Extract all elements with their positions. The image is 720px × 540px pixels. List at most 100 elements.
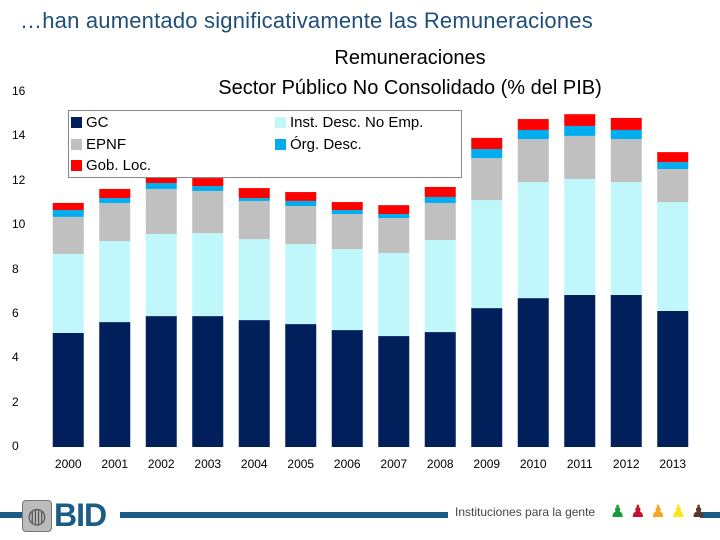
bar-segment-2003-3 <box>192 186 224 191</box>
x-tick-label: 2008 <box>426 457 454 471</box>
footer-tagline: Instituciones para la gente <box>455 505 596 519</box>
x-tick-label: 2004 <box>240 457 268 471</box>
bar-segment-2011-2 <box>564 135 596 179</box>
bar-segment-2008-0 <box>424 332 456 447</box>
legend-item-epnf: EPNF <box>71 136 126 153</box>
bar-segment-2006-1 <box>331 249 363 331</box>
legend-label: EPNF <box>86 136 127 153</box>
bar-segment-2003-2 <box>192 190 224 234</box>
bar-segment-2002-3 <box>145 182 177 189</box>
bar-segment-2002-4 <box>145 174 177 183</box>
y-tick-label: 6 <box>12 305 19 320</box>
bar-segment-2001-1 <box>99 241 131 323</box>
bar-segment-2010-1 <box>517 182 549 299</box>
x-tick-label: 2003 <box>194 457 222 471</box>
legend-label: Inst. Desc. No Emp. <box>290 114 424 131</box>
x-tick-label: 2010 <box>519 457 547 471</box>
x-tick-label: 2009 <box>473 457 501 471</box>
y-tick-label: 0 <box>12 439 19 453</box>
bar-segment-2006-2 <box>331 214 363 250</box>
person-icon: ♟ <box>650 502 666 521</box>
bar-segment-2002-2 <box>145 188 177 234</box>
x-tick-label: 2013 <box>659 457 687 471</box>
footer-divider <box>700 512 720 518</box>
bar-segment-2012-3 <box>610 129 642 140</box>
bar-segment-2004-4 <box>238 188 270 199</box>
bar-segment-2007-3 <box>378 214 410 219</box>
person-icon: ♟ <box>610 502 626 521</box>
x-tick-label: 2001 <box>101 457 129 471</box>
legend-item-inst-desc: Inst. Desc. No Emp. <box>275 114 423 131</box>
people-icons: ♟ ♟ ♟ ♟ ♟ <box>610 502 706 522</box>
bar-segment-2012-0 <box>610 295 642 447</box>
legend-label: Gob. Loc. <box>86 157 152 174</box>
bar-segment-2013-4 <box>657 152 689 163</box>
legend-item-gob-loc: Gob. Loc. <box>71 157 151 174</box>
bar-segment-2010-2 <box>517 139 549 183</box>
bar-segment-2001-2 <box>99 202 131 242</box>
x-tick-label: 2005 <box>287 457 315 471</box>
legend-label: Órg. Desc. <box>290 136 362 153</box>
bar-segment-2009-4 <box>471 137 503 150</box>
x-tick-label: 2011 <box>566 457 593 471</box>
bar-segment-2013-0 <box>657 310 689 447</box>
bar-segment-2005-2 <box>285 206 317 244</box>
bar-segment-2008-3 <box>424 196 456 203</box>
bar-segment-2000-4 <box>52 202 84 211</box>
bar-segment-2009-1 <box>471 200 503 309</box>
person-icon: ♟ <box>630 502 646 521</box>
bar-segment-2010-0 <box>517 298 549 447</box>
person-icon: ♟ <box>691 502 707 521</box>
bar-segment-2007-2 <box>378 218 410 254</box>
bar-segment-2013-2 <box>657 168 689 203</box>
bar-segment-2008-1 <box>424 239 456 333</box>
bar-segment-2008-4 <box>424 186 456 197</box>
bar-segment-2007-1 <box>378 253 410 337</box>
y-tick-label: 16 <box>12 84 26 98</box>
bar-segment-2002-1 <box>145 234 177 317</box>
bar-segment-2005-4 <box>285 192 317 201</box>
legend-label: GC <box>86 114 109 131</box>
bar-segment-2010-4 <box>517 119 549 130</box>
x-tick-label: 2002 <box>147 457 175 471</box>
person-icon: ♟ <box>670 502 686 521</box>
y-tick-label: 2 <box>12 394 19 409</box>
bar-segment-2000-2 <box>52 216 84 254</box>
bar-segment-2005-0 <box>285 324 317 447</box>
bar-segment-2010-3 <box>517 129 549 140</box>
bar-segment-2000-1 <box>52 253 84 333</box>
x-tick-label: 2007 <box>380 457 408 471</box>
y-tick-label: 14 <box>12 128 26 143</box>
y-tick-label: 4 <box>12 350 19 365</box>
y-tick-label: 12 <box>12 172 26 187</box>
bar-segment-2001-0 <box>99 322 131 447</box>
legend-swatch <box>275 117 286 128</box>
bar-segment-2011-1 <box>564 178 596 296</box>
bar-segment-2009-2 <box>471 158 503 201</box>
bar-segment-2003-1 <box>192 233 224 317</box>
legend-swatch <box>71 160 82 171</box>
bar-segment-2013-1 <box>657 202 689 311</box>
bar-segment-2006-4 <box>331 202 363 211</box>
bar-segment-2007-0 <box>378 336 410 447</box>
footer-divider <box>0 512 22 518</box>
bar-segment-2013-3 <box>657 162 689 169</box>
bar-segment-2002-0 <box>145 316 177 447</box>
logo-text: BID <box>54 497 107 533</box>
y-tick-label: 8 <box>12 261 19 276</box>
y-tick-label: 10 <box>12 217 26 232</box>
bar-segment-2004-3 <box>238 198 270 201</box>
bar-segment-2004-1 <box>238 239 270 321</box>
bar-segment-2011-0 <box>564 295 596 447</box>
legend-item-gc: GC <box>71 114 109 131</box>
bar-segment-2007-4 <box>378 205 410 215</box>
legend: GC EPNF Gob. Loc. Inst. Desc. No Emp. Ór… <box>68 110 462 178</box>
bar-segment-2009-0 <box>471 308 503 447</box>
x-tick-label: 2012 <box>612 457 640 471</box>
bar-segment-2012-4 <box>610 117 642 130</box>
bar-segment-2004-2 <box>238 200 270 240</box>
bid-logo: ◍ BID <box>22 497 107 534</box>
slide-headline: …han aumentado significativamente las Re… <box>20 8 593 33</box>
bar-segment-2003-0 <box>192 316 224 447</box>
bar-segment-2006-0 <box>331 330 363 447</box>
